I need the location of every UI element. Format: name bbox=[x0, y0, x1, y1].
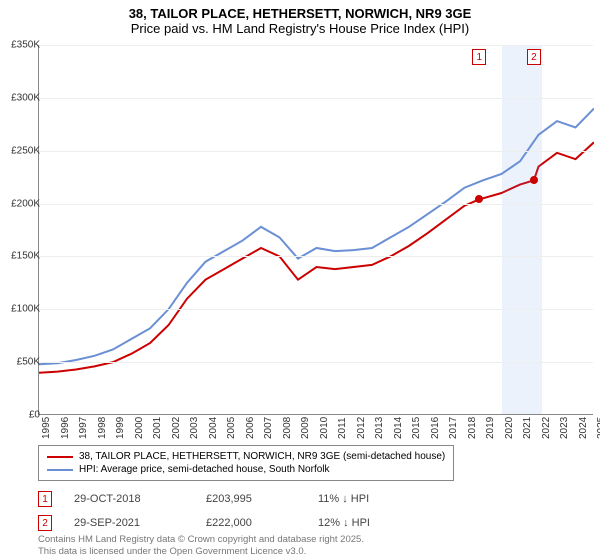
sale-row: 1 29-OCT-2018 £203,995 11% ↓ HPI bbox=[38, 489, 593, 513]
y-axis-label: £200K bbox=[2, 198, 40, 209]
footnote: Contains HM Land Registry data © Crown c… bbox=[38, 534, 364, 558]
chart-marker-dot-2 bbox=[530, 176, 538, 184]
sale-marker-2: 2 bbox=[38, 515, 52, 531]
footnote-line-1: Contains HM Land Registry data © Crown c… bbox=[38, 534, 364, 546]
y-axis-label: £250K bbox=[2, 145, 40, 156]
x-axis-label: 2016 bbox=[430, 417, 441, 439]
x-axis-label: 2009 bbox=[300, 417, 311, 439]
x-axis-label: 2019 bbox=[485, 417, 496, 439]
x-axis-label: 2022 bbox=[541, 417, 552, 439]
chart-marker-1: 1 bbox=[472, 49, 486, 65]
x-axis-label: 2003 bbox=[189, 417, 200, 439]
title-line-1: 38, TAILOR PLACE, HETHERSETT, NORWICH, N… bbox=[0, 6, 600, 21]
x-axis-label: 2001 bbox=[152, 417, 163, 439]
y-axis-label: £50K bbox=[2, 357, 40, 368]
legend-swatch bbox=[47, 469, 73, 471]
x-axis-label: 2024 bbox=[578, 417, 589, 439]
x-axis-label: 2013 bbox=[374, 417, 385, 439]
x-axis-label: 2006 bbox=[245, 417, 256, 439]
legend-and-sales: 38, TAILOR PLACE, HETHERSETT, NORWICH, N… bbox=[38, 445, 593, 537]
sale-marker-1: 1 bbox=[38, 491, 52, 507]
chart-container: 38, TAILOR PLACE, HETHERSETT, NORWICH, N… bbox=[0, 0, 600, 560]
x-axis-label: 1997 bbox=[78, 417, 89, 439]
x-axis-label: 2025 bbox=[596, 417, 600, 439]
x-axis-label: 2002 bbox=[171, 417, 182, 439]
sale-date: 29-OCT-2018 bbox=[74, 493, 184, 505]
footnote-line-2: This data is licensed under the Open Gov… bbox=[38, 546, 364, 558]
title-line-2: Price paid vs. HM Land Registry's House … bbox=[0, 21, 600, 36]
legend-label: 38, TAILOR PLACE, HETHERSETT, NORWICH, N… bbox=[79, 451, 445, 462]
x-axis-label: 1996 bbox=[60, 417, 71, 439]
sale-delta: 11% ↓ HPI bbox=[318, 493, 369, 505]
x-axis-label: 2005 bbox=[226, 417, 237, 439]
y-axis-label: £350K bbox=[2, 40, 40, 51]
sale-price: £222,000 bbox=[206, 517, 296, 529]
x-axis-label: 2008 bbox=[282, 417, 293, 439]
x-axis-label: 2010 bbox=[319, 417, 330, 439]
x-axis-label: 2021 bbox=[522, 417, 533, 439]
x-axis-label: 2000 bbox=[134, 417, 145, 439]
y-axis-label: £300K bbox=[2, 92, 40, 103]
sale-delta: 12% ↓ HPI bbox=[318, 517, 370, 529]
x-axis-label: 2007 bbox=[263, 417, 274, 439]
x-axis-label: 2004 bbox=[208, 417, 219, 439]
legend-label: HPI: Average price, semi-detached house,… bbox=[79, 464, 330, 475]
x-axis-label: 2018 bbox=[467, 417, 478, 439]
chart-marker-dot-1 bbox=[475, 195, 483, 203]
y-axis-label: £0 bbox=[2, 410, 40, 421]
x-axis-label: 2012 bbox=[356, 417, 367, 439]
x-axis-label: 1998 bbox=[97, 417, 108, 439]
legend-item-price-paid: 38, TAILOR PLACE, HETHERSETT, NORWICH, N… bbox=[47, 450, 445, 463]
x-axis-label: 2015 bbox=[411, 417, 422, 439]
sale-price: £203,995 bbox=[206, 493, 296, 505]
x-axis-label: 2014 bbox=[393, 417, 404, 439]
y-axis-label: £150K bbox=[2, 251, 40, 262]
legend-box: 38, TAILOR PLACE, HETHERSETT, NORWICH, N… bbox=[38, 445, 454, 481]
x-axis-label: 2017 bbox=[448, 417, 459, 439]
x-axis-label: 1995 bbox=[41, 417, 52, 439]
y-axis-label: £100K bbox=[2, 304, 40, 315]
sales-table: 1 29-OCT-2018 £203,995 11% ↓ HPI 2 29-SE… bbox=[38, 489, 593, 537]
plot-area: 12 bbox=[38, 45, 593, 415]
legend-item-hpi: HPI: Average price, semi-detached house,… bbox=[47, 463, 445, 476]
x-axis-label: 2020 bbox=[504, 417, 515, 439]
x-axis-label: 2011 bbox=[337, 417, 348, 439]
legend-swatch bbox=[47, 456, 73, 458]
chart-title: 38, TAILOR PLACE, HETHERSETT, NORWICH, N… bbox=[0, 0, 600, 38]
sale-date: 29-SEP-2021 bbox=[74, 517, 184, 529]
chart-marker-2: 2 bbox=[527, 49, 541, 65]
x-axis-label: 1999 bbox=[115, 417, 126, 439]
x-axis-label: 2023 bbox=[559, 417, 570, 439]
